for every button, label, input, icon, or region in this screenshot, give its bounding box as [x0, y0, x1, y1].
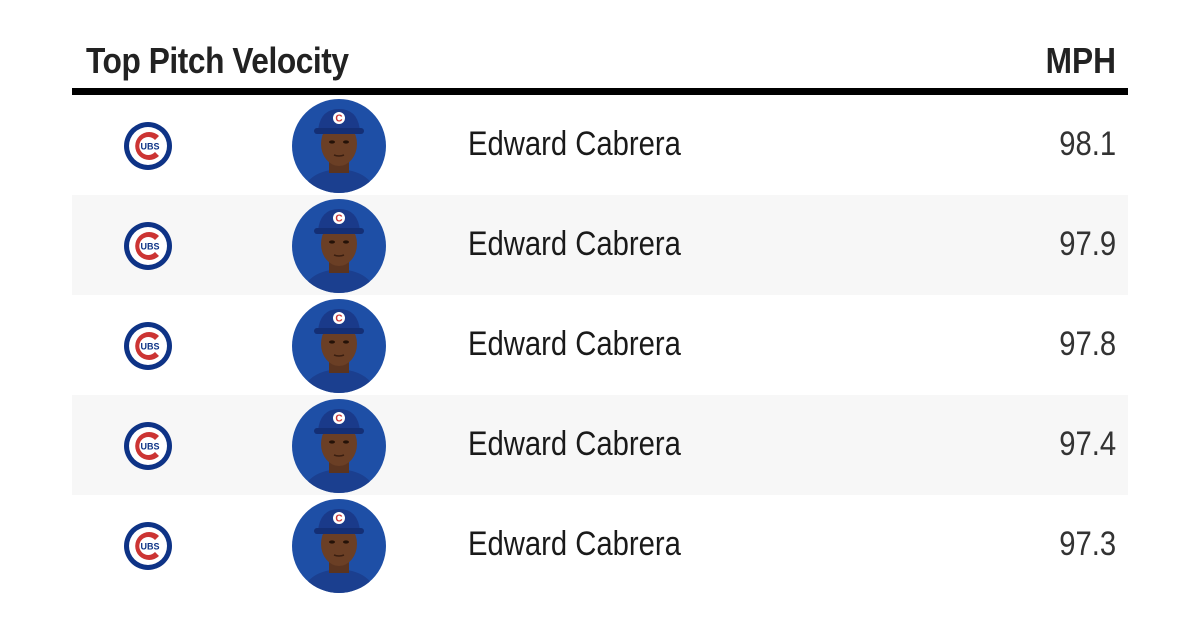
velocity-value: 97.8 [1059, 325, 1116, 363]
leaderboard-rows: UBS C Edward Cabrera 98.1 [72, 95, 1128, 595]
player-name: Edward Cabrera [468, 125, 681, 163]
velocity-value: 97.9 [1059, 225, 1116, 263]
player-name: Edward Cabrera [468, 425, 681, 463]
player-headshot-icon: C [292, 199, 386, 293]
svg-text:C: C [335, 414, 342, 425]
svg-text:C: C [335, 514, 342, 525]
player-name: Edward Cabrera [468, 525, 681, 563]
cubs-logo-icon: UBS [123, 221, 173, 271]
player-headshot-icon: C [292, 499, 386, 593]
velocity-value: 98.1 [1059, 125, 1116, 163]
table-row: UBS C Edward Cabrera 97.8 [72, 295, 1128, 395]
velocity-leaderboard: Top Pitch Velocity MPH UBS [72, 30, 1128, 595]
cubs-logo-icon: UBS [123, 321, 173, 371]
player-name: Edward Cabrera [468, 225, 681, 263]
svg-text:C: C [335, 314, 342, 325]
table-row: UBS C Edward Cabrera 97.3 [72, 495, 1128, 595]
table-row: UBS C Edward Cabrera 97.4 [72, 395, 1128, 495]
player-headshot-icon: C [292, 99, 386, 193]
table-row: UBS C Edward Cabrera 98.1 [72, 95, 1128, 195]
leaderboard-title: Top Pitch Velocity [86, 40, 349, 81]
svg-text:C: C [335, 114, 342, 125]
table-row: UBS C Edward Cabrera 97.9 [72, 195, 1128, 295]
svg-text:UBS: UBS [140, 442, 159, 452]
player-name: Edward Cabrera [468, 325, 681, 363]
svg-text:UBS: UBS [140, 142, 159, 152]
cubs-logo-icon: UBS [123, 121, 173, 171]
svg-text:UBS: UBS [140, 342, 159, 352]
svg-text:C: C [335, 214, 342, 225]
cubs-logo-icon: UBS [123, 521, 173, 571]
svg-text:UBS: UBS [140, 242, 159, 252]
svg-text:UBS: UBS [140, 542, 159, 552]
cubs-logo-icon: UBS [123, 421, 173, 471]
velocity-value: 97.4 [1059, 425, 1116, 463]
player-headshot-icon: C [292, 299, 386, 393]
leaderboard-header: Top Pitch Velocity MPH [72, 30, 1128, 95]
player-headshot-icon: C [292, 399, 386, 493]
value-column-header: MPH [1045, 40, 1116, 81]
velocity-value: 97.3 [1059, 525, 1116, 563]
